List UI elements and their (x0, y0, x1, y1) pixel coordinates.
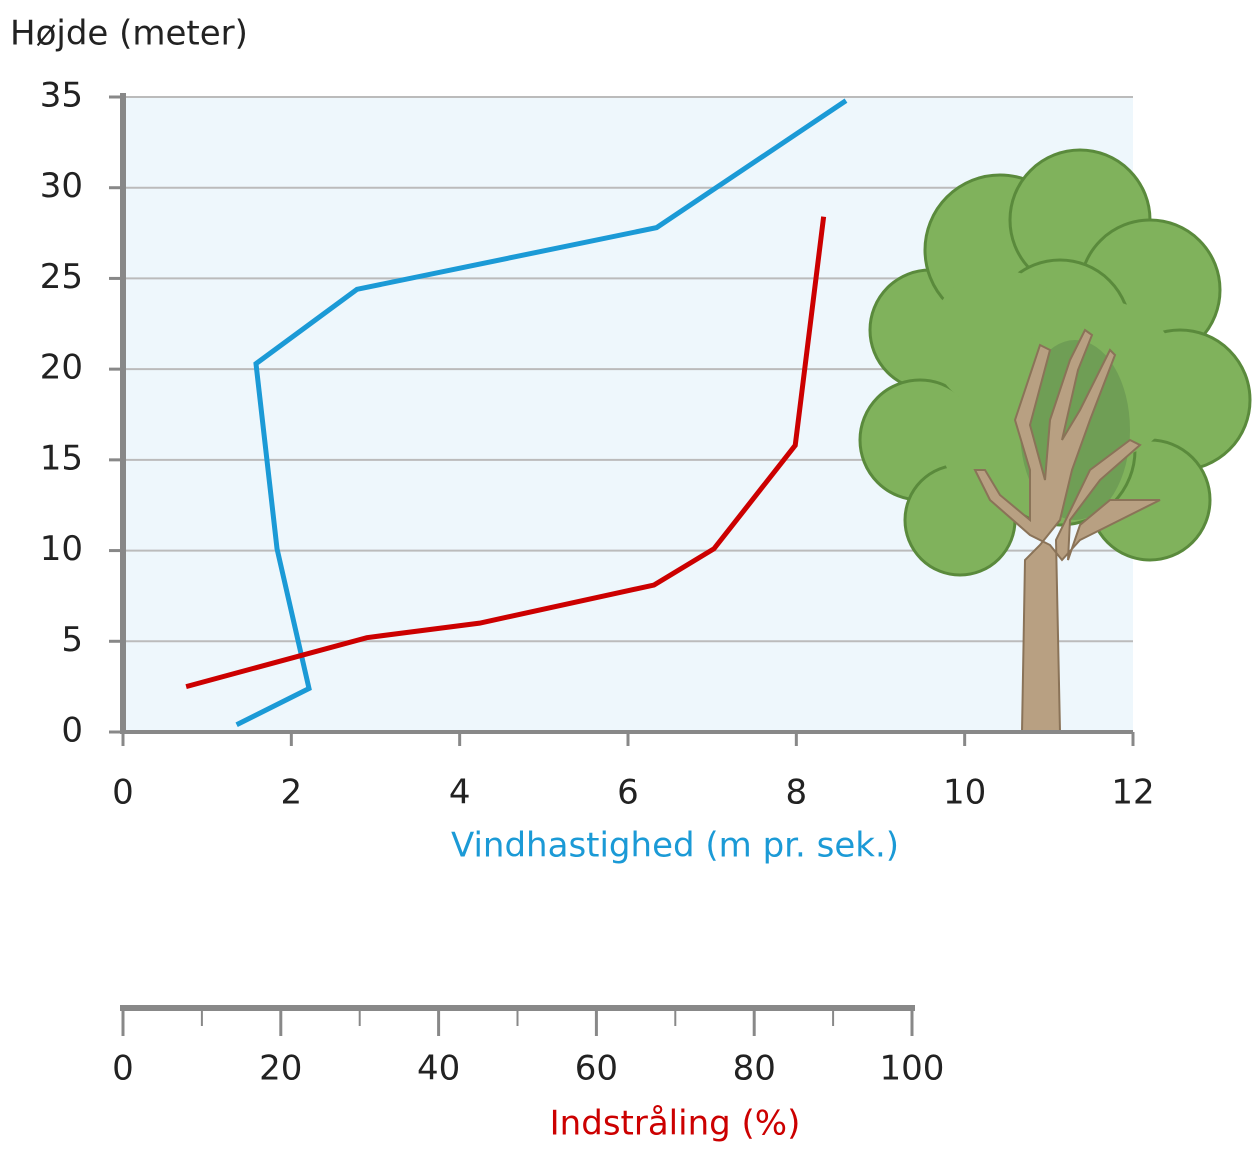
y-tick-label: 30 (40, 166, 83, 206)
x2-tick-label: 80 (733, 1049, 776, 1089)
x-axis-label: Vindhastighed (m pr. sek.) (451, 826, 899, 866)
tree (858, 148, 1252, 733)
x-tick-label: 4 (449, 773, 471, 813)
y-axis-label: Højde (meter) (10, 14, 248, 54)
series-line (185, 216, 827, 690)
x2-tick-label: 0 (112, 1049, 134, 1089)
y-tick-label: 35 (40, 76, 83, 116)
y-tick-label: 15 (40, 438, 83, 478)
x-tick-label: 2 (281, 773, 303, 813)
x2-tick-label: 20 (259, 1049, 302, 1089)
series-line (235, 98, 848, 727)
x2-tick-label: 60 (575, 1049, 618, 1089)
x-tick-label: 6 (617, 773, 639, 813)
x2-tick-label: 40 (417, 1049, 460, 1089)
x-tick-label: 10 (943, 773, 986, 813)
y-tick-label: 25 (40, 257, 83, 297)
x2-tick-label: 100 (880, 1049, 945, 1089)
y-tick-label: 10 (40, 529, 83, 569)
y-tick-label: 5 (61, 620, 83, 660)
x2-axis-label: Indstråling (%) (550, 1104, 801, 1144)
y-tick-label: 20 (40, 348, 83, 388)
y-tick-label: 0 (61, 711, 83, 751)
x-tick-label: 0 (112, 773, 134, 813)
x-tick-label: 8 (786, 773, 808, 813)
x-tick-label: 12 (1111, 773, 1154, 813)
axes: 0 5 10 15 20 25 30 35 0 2 4 6 8 10 12 0 20 40 60 80 100 (40, 76, 1155, 1089)
lines (185, 98, 848, 727)
